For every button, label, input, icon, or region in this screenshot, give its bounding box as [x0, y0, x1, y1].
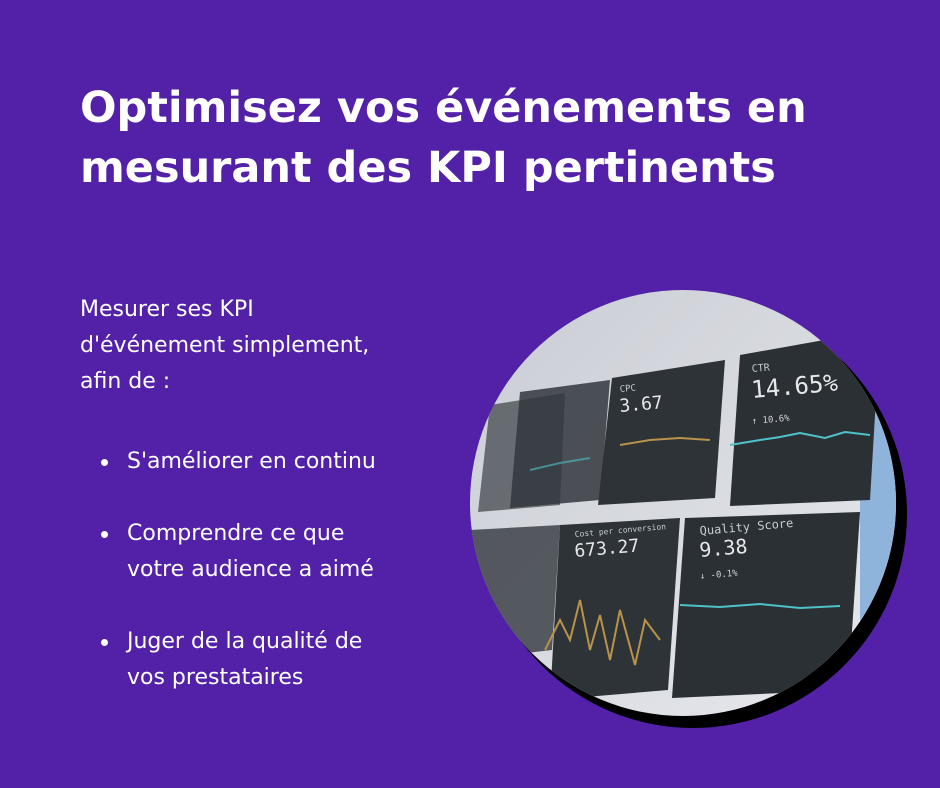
intro-line: Mesurer ses KPI	[80, 297, 254, 322]
bullet-line: S'améliorer en continu	[127, 449, 376, 474]
bullet: Juger de la qualité de vos prestataires	[80, 624, 376, 696]
tile-value: 3.67	[619, 392, 664, 417]
photo-content	[470, 290, 896, 716]
title-line: mesurant des KPI pertinents	[80, 143, 776, 193]
tile-label: CPC	[619, 384, 636, 395]
bullet-line: votre audience a aimé	[127, 557, 374, 582]
bullet: Comprendre ce que votre audience a aimé	[80, 516, 376, 588]
bullet-line: Juger de la qualité de	[127, 629, 363, 654]
tile-change: ↑ 10.6%	[751, 414, 790, 427]
bullet-list: S'améliorer en continu Comprendre ce que…	[80, 444, 376, 732]
tile-label: CTR	[751, 362, 771, 375]
title: Optimisez vos événements en mesurant des…	[80, 78, 807, 198]
intro: Mesurer ses KPI d'événement simplement, …	[80, 292, 369, 400]
title-line: Optimisez vos événements en	[80, 83, 807, 133]
intro-line: d'événement simplement,	[80, 333, 370, 358]
bullet-line: vos prestataires	[127, 665, 304, 690]
tile-value: 9.38	[698, 534, 748, 562]
intro-line: afin de :	[80, 369, 171, 394]
bullet: S'améliorer en continu	[80, 444, 376, 480]
bullet-line: Comprendre ce que	[127, 521, 345, 546]
tile-change: ↓ -0.1%	[699, 569, 738, 582]
